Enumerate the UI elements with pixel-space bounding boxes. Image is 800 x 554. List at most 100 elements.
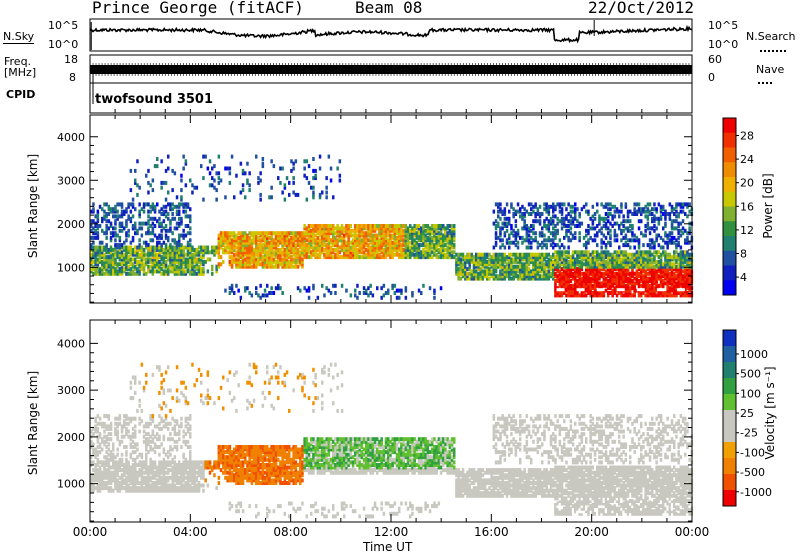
heatmap-cell xyxy=(530,276,533,281)
heatmap-cell xyxy=(402,252,405,257)
heatmap-cell xyxy=(114,262,117,267)
heatmap-cell xyxy=(156,219,159,224)
heatmap-cell xyxy=(659,209,663,214)
heatmap-cell xyxy=(444,235,447,240)
heatmap-cell xyxy=(512,252,515,257)
heatmap-cell xyxy=(446,235,449,240)
heatmap-cell xyxy=(191,183,194,188)
heatmap-cell xyxy=(439,233,443,238)
heatmap-cell xyxy=(129,219,133,224)
heatmap-cell xyxy=(94,424,97,429)
heatmap-cell xyxy=(371,228,375,233)
heatmap-cell xyxy=(657,283,661,288)
heatmap-cell xyxy=(127,202,130,207)
heatmap-cell xyxy=(219,245,223,250)
heatmap-cell xyxy=(101,271,104,276)
heatmap-cell xyxy=(589,267,592,272)
heatmap-cell xyxy=(582,250,586,255)
heatmap-cell xyxy=(446,224,449,228)
heatmap-cell xyxy=(571,259,575,264)
heatmap-cell xyxy=(433,243,436,248)
heatmap-cell xyxy=(653,255,656,260)
heatmap-cell xyxy=(534,204,537,209)
heatmap-cell xyxy=(305,226,309,231)
heatmap-cell xyxy=(525,231,529,236)
heatmap-cell xyxy=(98,486,102,491)
heatmap-cell xyxy=(571,286,575,291)
heatmap-cell xyxy=(303,159,306,164)
heatmap-cell xyxy=(259,245,262,250)
heatmap-cell xyxy=(310,233,313,238)
heatmap-cell xyxy=(145,262,148,267)
heatmap-cell xyxy=(343,226,346,231)
heatmap-cell xyxy=(620,291,623,295)
heatmap-cell xyxy=(600,293,603,298)
heatmap-cell xyxy=(101,252,104,257)
heatmap-cell xyxy=(391,235,394,240)
heatmap-cell xyxy=(615,271,619,276)
heatmap-cell xyxy=(574,269,577,274)
heatmap-cell xyxy=(340,238,344,243)
heatmap-cell xyxy=(569,204,573,209)
heatmap-cell xyxy=(525,233,529,238)
heatmap-cell xyxy=(301,257,304,262)
heatmap-cell xyxy=(609,243,612,248)
heatmap-cell xyxy=(622,255,625,260)
heatmap-cell xyxy=(376,238,379,243)
heatmap-cell xyxy=(217,240,221,245)
heatmap-cell xyxy=(171,245,174,250)
heatmap-cell xyxy=(618,224,621,228)
heatmap-cell xyxy=(424,228,427,233)
heatmap-cell xyxy=(637,240,641,245)
heatmap-cell xyxy=(530,274,533,279)
heatmap-cell xyxy=(237,231,240,236)
heatmap-cell xyxy=(217,245,221,250)
heatmap-cell xyxy=(547,269,551,274)
heatmap-cell xyxy=(279,252,282,257)
heatmap-cell xyxy=(371,238,375,243)
heatmap-cell xyxy=(655,288,658,293)
heatmap-cell xyxy=(422,238,425,243)
heatmap-cell xyxy=(591,238,595,243)
heatmap-cell xyxy=(136,250,139,255)
heatmap-cell xyxy=(631,212,634,216)
heatmap-cell xyxy=(384,250,388,255)
heatmap-cell xyxy=(424,252,427,257)
heatmap-cell xyxy=(336,245,339,250)
heatmap-cell xyxy=(431,245,434,250)
heatmap-cell xyxy=(593,276,597,281)
heatmap-cell xyxy=(398,231,401,236)
heatmap-cell xyxy=(296,264,300,269)
heatmap-cell xyxy=(508,257,511,262)
heatmap-cell xyxy=(237,257,240,262)
heatmap-cell xyxy=(673,250,676,255)
heatmap-cell xyxy=(620,238,623,243)
heatmap-cell xyxy=(90,252,93,257)
heatmap-cell xyxy=(186,224,190,228)
heatmap-cell xyxy=(607,281,610,286)
heatmap-cell xyxy=(510,202,513,207)
heatmap-cell xyxy=(622,274,625,279)
heatmap-cell xyxy=(316,240,320,245)
heatmap-cell xyxy=(395,226,399,231)
heatmap-cell xyxy=(629,281,632,286)
heatmap-cell xyxy=(314,228,317,233)
heatmap-cell xyxy=(585,240,588,245)
heatmap-cell xyxy=(620,293,623,298)
heatmap-cell xyxy=(644,224,647,228)
heatmap-cell xyxy=(250,252,254,257)
heatmap-cell xyxy=(618,276,621,281)
heatmap-cell xyxy=(96,250,100,255)
heatmap-cell xyxy=(178,262,181,267)
heatmap-cell xyxy=(376,243,379,248)
heatmap-cell xyxy=(549,257,553,262)
heatmap-cell xyxy=(343,240,346,245)
heatmap-cell xyxy=(578,264,581,269)
heatmap-cell xyxy=(398,238,401,243)
heatmap-cell xyxy=(318,228,322,233)
heatmap-cell xyxy=(94,214,97,219)
heatmap-cell xyxy=(105,224,108,228)
heatmap-cell xyxy=(681,274,685,279)
heatmap-cell xyxy=(428,238,432,243)
heatmap-cell xyxy=(448,245,452,250)
